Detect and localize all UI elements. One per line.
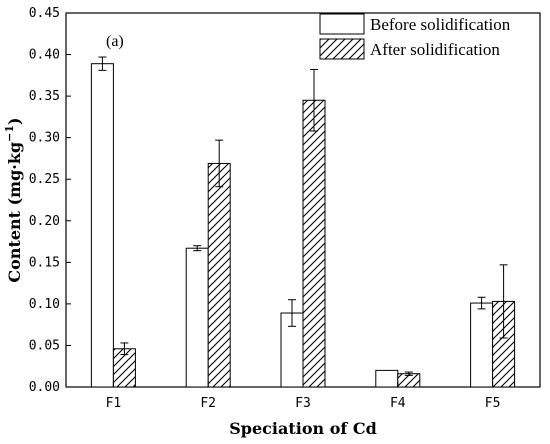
- error-bar: [98, 56, 107, 71]
- error-bar: [193, 245, 202, 252]
- bars-group: [90, 56, 516, 388]
- x-axis-ticks: F1 F2 F3 F4 F5: [106, 382, 501, 411]
- y-tick-label: 0.00: [29, 380, 60, 395]
- legend-label-after: After solidification: [370, 40, 500, 59]
- error-bar: [499, 264, 508, 339]
- y-tick-label: 0.20: [29, 214, 60, 229]
- x-tick-label: F3: [295, 396, 311, 411]
- y-axis-title-sup: −1: [3, 125, 16, 142]
- y-axis-title-main: Content (mg·kg: [5, 142, 24, 283]
- error-bar: [404, 371, 413, 376]
- y-tick-label: 0.25: [29, 172, 60, 187]
- bar-before-f2: [185, 247, 209, 388]
- legend: Before solidification After solidificati…: [319, 13, 511, 60]
- bar-before-f4: [375, 369, 399, 388]
- y-tick-label: 0.30: [29, 131, 60, 146]
- legend-swatch-after: [319, 38, 365, 60]
- bar-before-f5: [470, 302, 494, 388]
- x-tick-label: F4: [390, 396, 406, 411]
- x-tick-label: F5: [485, 396, 501, 411]
- legend-label-before: Before solidification: [370, 15, 511, 34]
- y-tick-label: 0.05: [29, 338, 60, 353]
- y-tick-label: 0.15: [29, 255, 60, 270]
- y-tick-label: 0.35: [29, 89, 60, 104]
- error-bar: [215, 139, 224, 188]
- x-tick-label: F2: [200, 396, 216, 411]
- y-tick-label: 0.10: [29, 297, 60, 312]
- bar-after-f3: [302, 99, 326, 388]
- error-bar: [477, 296, 486, 310]
- bar-before-f1: [90, 63, 114, 388]
- error-bar: [120, 342, 129, 356]
- y-axis-title: Content (mg·kg−1): [3, 117, 24, 282]
- x-axis-title: Speciation of Cd: [229, 419, 377, 438]
- y-tick-label: 0.40: [29, 48, 60, 63]
- error-bar: [288, 299, 296, 327]
- y-axis-title-close: ): [5, 117, 24, 125]
- legend-swatch-before: [319, 13, 365, 35]
- panel-label: (a): [106, 33, 124, 50]
- y-tick-label: 0.45: [29, 6, 60, 21]
- y-axis-ticks: 0.00 0.05 0.10 0.15 0.20 0.25 0.30 0.35 0.40 0.45: [29, 6, 71, 395]
- error-bar: [310, 69, 318, 132]
- x-tick-label: F1: [106, 396, 122, 411]
- bar-after-f2: [207, 162, 231, 388]
